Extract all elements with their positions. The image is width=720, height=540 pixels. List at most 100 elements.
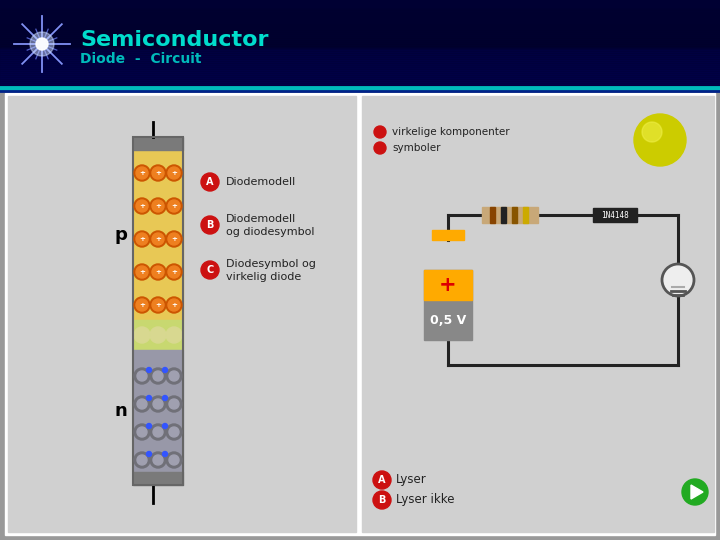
Bar xyxy=(0,84,720,86)
Circle shape xyxy=(136,299,148,311)
Bar xyxy=(482,207,538,223)
Text: +: + xyxy=(155,203,161,209)
Text: +: + xyxy=(139,236,145,242)
Text: Diodemodell: Diodemodell xyxy=(226,177,296,187)
Text: Lyser: Lyser xyxy=(396,474,427,487)
Circle shape xyxy=(134,198,150,214)
Bar xyxy=(0,46,720,48)
Bar xyxy=(0,80,720,82)
Text: +: + xyxy=(171,236,177,242)
Text: Semiconductor: Semiconductor xyxy=(80,30,269,50)
Circle shape xyxy=(153,455,163,465)
Text: +: + xyxy=(139,269,145,275)
Circle shape xyxy=(201,216,219,234)
Circle shape xyxy=(169,399,179,409)
Circle shape xyxy=(374,126,386,138)
Circle shape xyxy=(150,424,166,440)
Bar xyxy=(0,66,720,68)
Text: Lyser ikke: Lyser ikke xyxy=(396,494,454,507)
Circle shape xyxy=(163,368,168,373)
Bar xyxy=(0,18,720,20)
Bar xyxy=(133,472,183,485)
Circle shape xyxy=(134,368,150,384)
Circle shape xyxy=(136,200,148,212)
Bar xyxy=(0,72,720,74)
Circle shape xyxy=(146,395,151,401)
Text: +: + xyxy=(155,269,161,275)
Bar xyxy=(0,62,720,64)
Text: Diodesymbol og: Diodesymbol og xyxy=(226,259,316,269)
Circle shape xyxy=(150,396,166,412)
Circle shape xyxy=(134,452,150,468)
Circle shape xyxy=(150,264,166,280)
Circle shape xyxy=(146,423,151,429)
Bar xyxy=(424,270,472,300)
Bar xyxy=(0,42,720,44)
Text: +: + xyxy=(171,203,177,209)
Bar xyxy=(512,207,517,223)
Text: +: + xyxy=(139,302,145,308)
Circle shape xyxy=(150,198,166,214)
Circle shape xyxy=(152,167,164,179)
Bar xyxy=(0,34,720,36)
Circle shape xyxy=(201,173,219,191)
Circle shape xyxy=(168,200,180,212)
Bar xyxy=(0,44,720,46)
Circle shape xyxy=(137,399,147,409)
Bar xyxy=(0,78,720,80)
Circle shape xyxy=(136,233,148,245)
Circle shape xyxy=(30,32,54,56)
Text: 0,5 V: 0,5 V xyxy=(430,314,466,327)
Circle shape xyxy=(36,38,48,50)
Bar xyxy=(362,96,714,532)
Bar xyxy=(0,40,720,42)
Circle shape xyxy=(168,299,180,311)
Bar xyxy=(0,50,720,52)
Bar xyxy=(133,350,183,472)
Circle shape xyxy=(166,368,182,384)
Text: virkelige komponenter: virkelige komponenter xyxy=(392,127,510,137)
Bar xyxy=(593,208,637,222)
Bar xyxy=(0,28,720,30)
Circle shape xyxy=(134,264,150,280)
Bar xyxy=(0,0,720,88)
Bar xyxy=(0,64,720,66)
Text: A: A xyxy=(378,475,386,485)
Bar xyxy=(8,96,356,532)
Bar xyxy=(0,82,720,84)
Bar xyxy=(133,150,183,320)
Bar xyxy=(0,12,720,14)
Bar xyxy=(0,74,720,76)
Circle shape xyxy=(201,261,219,279)
Text: symboler: symboler xyxy=(392,143,441,153)
Bar xyxy=(424,270,472,340)
Circle shape xyxy=(150,231,166,247)
Bar xyxy=(0,48,720,50)
Circle shape xyxy=(166,424,182,440)
Circle shape xyxy=(153,427,163,437)
Circle shape xyxy=(166,452,182,468)
Bar xyxy=(133,137,183,485)
Bar xyxy=(523,207,528,223)
Text: C: C xyxy=(207,265,214,275)
Circle shape xyxy=(634,114,686,166)
Text: +: + xyxy=(139,203,145,209)
Bar xyxy=(432,230,464,240)
Circle shape xyxy=(166,396,182,412)
Circle shape xyxy=(150,297,166,313)
Bar xyxy=(0,26,720,28)
Circle shape xyxy=(163,423,168,429)
Circle shape xyxy=(152,200,164,212)
Text: og diodesymbol: og diodesymbol xyxy=(226,227,315,237)
Circle shape xyxy=(168,266,180,278)
Circle shape xyxy=(136,167,148,179)
Bar xyxy=(0,32,720,34)
Circle shape xyxy=(152,299,164,311)
Circle shape xyxy=(134,396,150,412)
Bar xyxy=(0,20,720,22)
Text: +: + xyxy=(171,170,177,176)
Circle shape xyxy=(137,427,147,437)
Bar xyxy=(0,56,720,58)
Bar xyxy=(0,14,720,16)
Circle shape xyxy=(166,264,182,280)
